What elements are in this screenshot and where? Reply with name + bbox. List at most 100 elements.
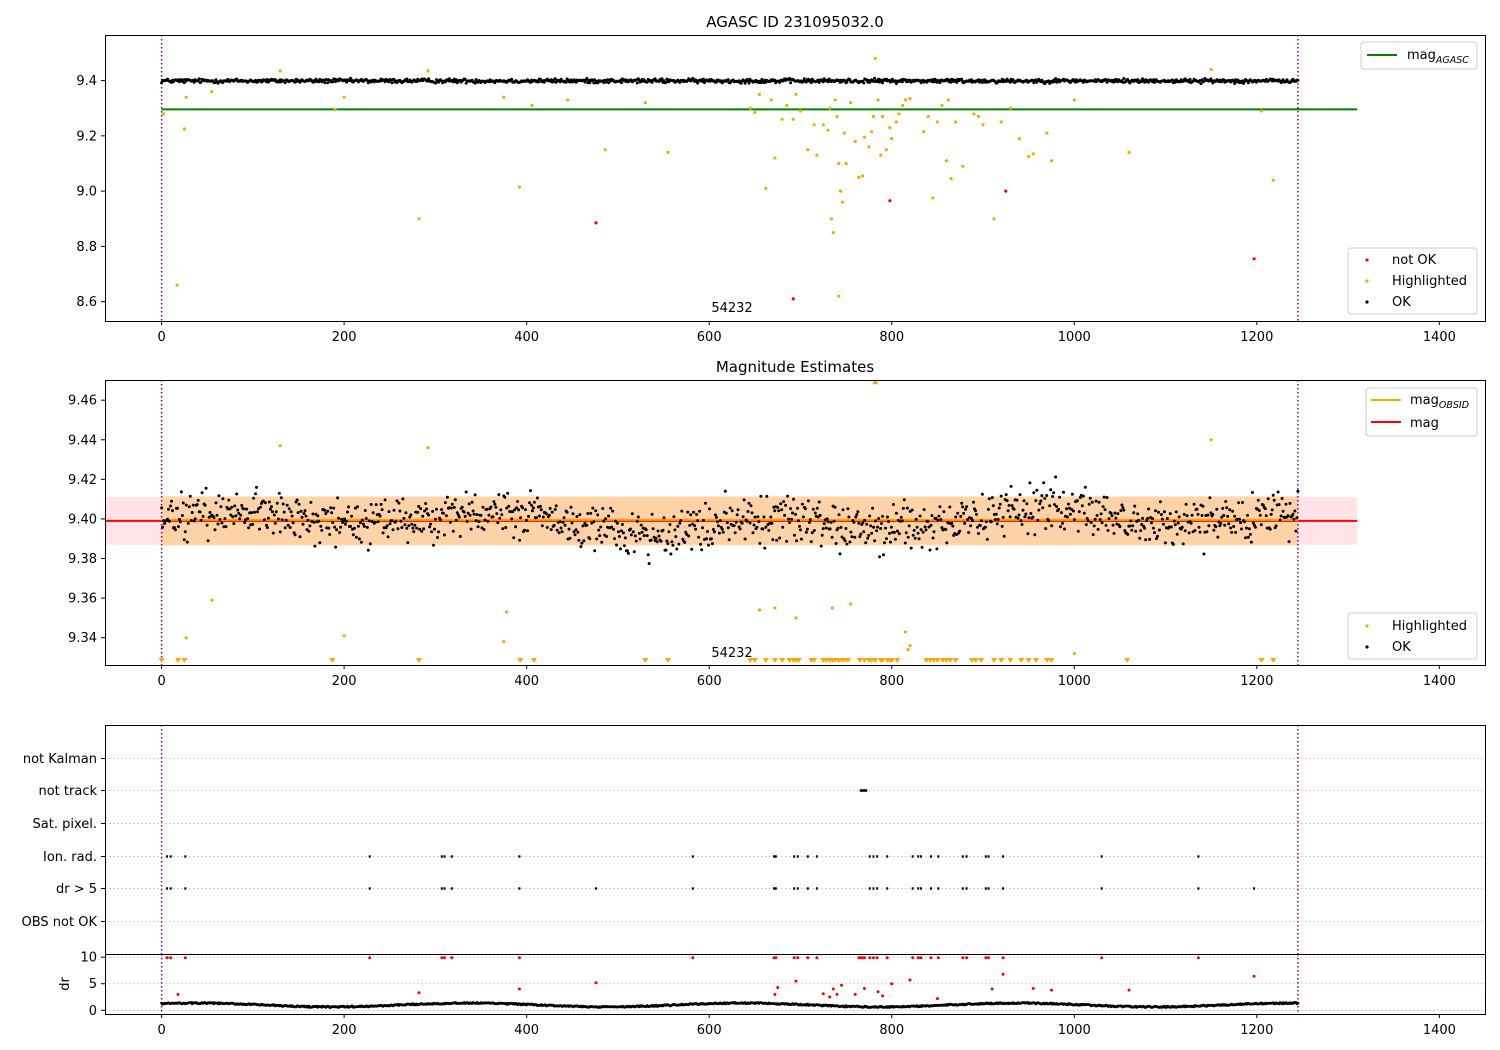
- dr-point-not-ok: [806, 956, 810, 960]
- mag-estimates-point-ok: [548, 506, 552, 510]
- mag-estimates-point-ok: [443, 501, 447, 505]
- mag-estimates-point-ok: [1028, 481, 1032, 485]
- agasc-point-ok: [383, 80, 387, 84]
- flags-marker: [443, 855, 446, 858]
- mag-estimates-x-tick-label: 200: [332, 674, 357, 689]
- agasc-point-ok: [955, 80, 959, 84]
- mag-estimates-point-ok: [1276, 490, 1280, 494]
- mag-estimates-point-ok: [1272, 498, 1276, 502]
- mag-estimates-point-ok: [299, 509, 303, 513]
- mag-estimates-point-ok: [231, 515, 235, 519]
- agasc-point-highlighted: [849, 101, 853, 105]
- mag-estimates-point-ok: [370, 520, 374, 523]
- svg-text:magOBSID: magOBSID: [1410, 393, 1469, 411]
- agasc-point-not-ok: [791, 297, 795, 301]
- mag-estimates-point-ok: [887, 520, 890, 523]
- mag-estimates-point-ok: [214, 501, 218, 505]
- mag-estimates-point-ok: [575, 515, 579, 518]
- mag-estimates-point-ok: [182, 538, 186, 542]
- mag-estimates-point-ok: [1261, 503, 1265, 507]
- mag-estimates-point-ok: [688, 523, 692, 527]
- dr-point-not-ok: [440, 956, 444, 960]
- mag-estimates-point-ok: [734, 520, 738, 524]
- mag-estimates-point-ok: [424, 502, 428, 505]
- mag-estimates-point-ok: [806, 499, 810, 503]
- mag-estimates-point-ok: [423, 509, 427, 513]
- flags-marker: [1002, 855, 1005, 858]
- mag-estimates-point-ok: [349, 524, 352, 528]
- mag-estimates-point-ok: [287, 507, 291, 511]
- agasc-point-highlighted: [829, 217, 834, 221]
- mag-estimates-offscale-low-marker: [1124, 658, 1131, 663]
- agasc-point-ok: [405, 77, 409, 81]
- mag-estimates-point-ok: [714, 515, 718, 519]
- mag-estimates-point-ok: [481, 505, 485, 509]
- mag-estimates-point-ok: [290, 514, 294, 518]
- mag-estimates-point-ok: [1021, 508, 1025, 512]
- mag-estimates-point-ok: [645, 534, 649, 538]
- mag-estimates-point-ok: [504, 526, 508, 529]
- mag-estimates-point-ok: [881, 514, 884, 518]
- mag-estimates-point-ok: [718, 519, 722, 523]
- mag-estimates-point-ok: [912, 528, 916, 532]
- mag-estimates-point-ok: [937, 514, 941, 518]
- agasc-point-ok: [1011, 78, 1015, 82]
- mag-estimates-point-ok: [273, 521, 277, 525]
- flags-marker: [518, 855, 521, 858]
- agasc-point-highlighted: [666, 150, 670, 154]
- mag-estimates-point-ok: [217, 494, 221, 498]
- mag-estimates-point-ok: [1160, 517, 1164, 521]
- mag-estimates-y-tick-label: 9.38: [68, 552, 97, 567]
- agasc-point-ok: [182, 81, 186, 85]
- mag-estimates-point-ok: [306, 518, 310, 522]
- flags-marker: [1253, 887, 1256, 890]
- mag-estimates-point-ok: [1002, 534, 1006, 538]
- mag-estimates-point-ok: [1031, 515, 1035, 519]
- mag-estimates-point-ok: [449, 506, 453, 510]
- mag-estimates-point-ok: [466, 511, 470, 515]
- mag-estimates-point-ok: [313, 544, 317, 548]
- mag-estimates-point-ok: [400, 526, 404, 529]
- mag-estimates-point-ok: [757, 520, 761, 524]
- mag-estimates-point-ok: [391, 528, 395, 532]
- mag-estimates-point-ok: [983, 525, 987, 529]
- flags-marker: [984, 887, 987, 890]
- agasc-point-highlighted: [946, 98, 950, 102]
- mag-estimates-point-ok: [732, 524, 736, 528]
- mag-estimates-point-ok: [770, 521, 774, 525]
- mag-estimates-x-tick-label: 1000: [1058, 674, 1091, 689]
- mag-estimates-offscale-low-marker: [998, 658, 1005, 663]
- mag-estimates-point-ok: [1237, 501, 1241, 505]
- mag-estimates-point-ok: [1111, 523, 1115, 527]
- mag-estimates-point-ok: [537, 514, 541, 518]
- mag-estimates-point-ok: [454, 518, 458, 522]
- mag-estimates-point-ok: [1222, 514, 1226, 517]
- dr-x-tick-label: 0: [157, 1023, 165, 1038]
- mag-estimates-point-ok: [453, 498, 457, 502]
- mag-estimates-point-ok: [1198, 530, 1202, 534]
- agasc-point-not-ok: [1004, 189, 1008, 193]
- mag-estimates-point-ok: [1227, 522, 1231, 526]
- mag-estimates-point-ok: [713, 513, 717, 517]
- mag-estimates-obsid-label: 54232: [711, 646, 752, 661]
- mag-estimates-point-ok: [620, 523, 624, 526]
- mag-estimates-offscale-low-marker: [872, 658, 879, 663]
- mag-estimates-point-ok: [727, 538, 731, 542]
- mag-estimates-point-ok: [720, 527, 724, 531]
- mag-estimates-point-ok: [721, 530, 725, 534]
- mag-estimates-point-ok: [1192, 502, 1196, 506]
- mag-estimates-point-ok: [609, 506, 613, 510]
- mag-estimates-point-ok: [650, 512, 654, 516]
- mag-estimates-point-ok: [1217, 520, 1221, 524]
- agasc-point-ok: [743, 81, 747, 85]
- mag-estimates-point-ok: [659, 539, 663, 543]
- mag-estimates-point-ok: [1027, 516, 1031, 520]
- agasc-point-highlighted: [812, 123, 816, 127]
- mag-estimates-point-ok: [283, 526, 287, 530]
- mag-estimates-point-ok: [307, 529, 311, 533]
- agasc-point-highlighted: [926, 114, 930, 119]
- mag-estimates-point-ok: [450, 502, 454, 506]
- mag-estimates-point-ok: [780, 508, 784, 512]
- mag-estimates-point-ok: [758, 541, 762, 545]
- mag-estimates-point-ok: [330, 511, 334, 515]
